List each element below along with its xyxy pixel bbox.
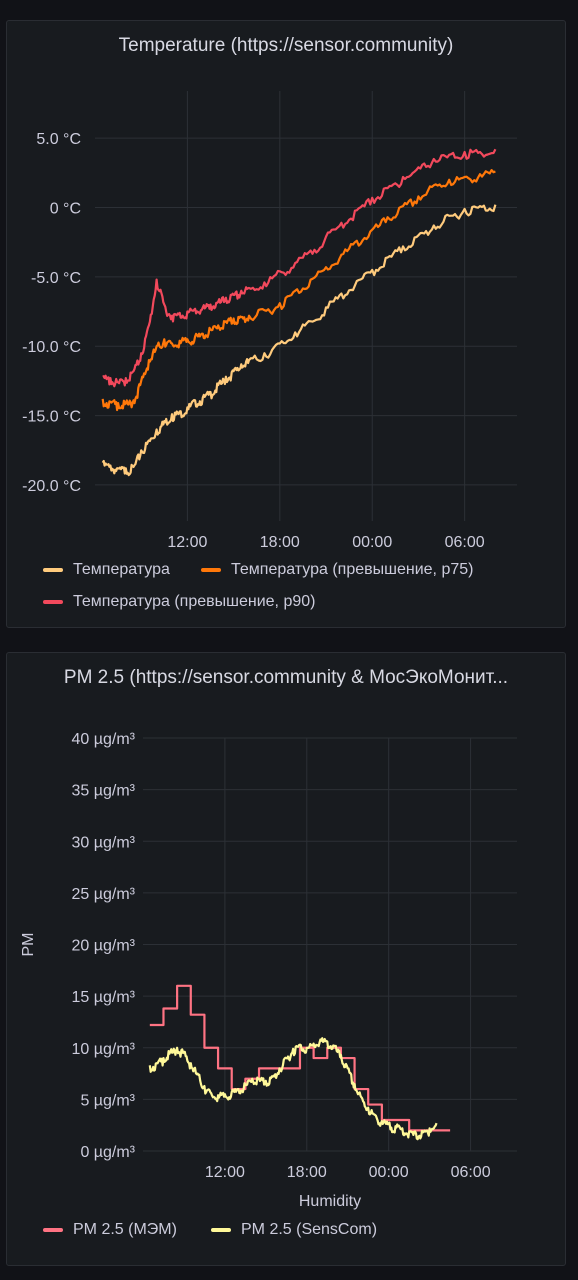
series-line[interactable]: [148, 1037, 438, 1141]
y-tick-label: -15.0 °C: [22, 409, 81, 426]
x-tick-label: 12:00: [205, 1164, 245, 1181]
legend-item-temperature-p90[interactable]: Температура (превышение, p90): [43, 593, 315, 611]
y-tick-label: -20.0 °C: [22, 478, 81, 495]
series-line[interactable]: [101, 169, 496, 412]
x-tick-label: 00:00: [369, 1164, 409, 1181]
temperature-chart: 5.0 °C 0 °C -5.0 °C -10.0 °C -15.0 °C -20.0 °…: [22, 91, 517, 551]
legend-label: Температура (превышение, p75): [231, 561, 474, 578]
y-tick-label: 10 µg/m³: [72, 1041, 136, 1058]
y-tick-label: 30 µg/m³: [72, 834, 136, 851]
legend-swatch: [43, 1228, 63, 1232]
series-line[interactable]: [102, 148, 497, 388]
x-tick-label: 18:00: [260, 534, 300, 551]
y-tick-label: 15 µg/m³: [72, 989, 136, 1006]
y-tick-label: -10.0 °C: [22, 339, 81, 356]
legend-swatch: [43, 568, 63, 572]
x-tick-label: 12:00: [167, 534, 207, 551]
y-tick-label: 5 µg/m³: [80, 1092, 135, 1109]
legend-label: PM 2.5 (SensCom): [241, 1221, 378, 1238]
legend-item-temperature-p75[interactable]: Температура (превышение, p75): [201, 561, 473, 579]
legend-item-pm25-mem[interactable]: PM 2.5 (МЭМ): [43, 1221, 177, 1239]
legend-swatch: [201, 568, 221, 572]
x-tick-label: 06:00: [451, 1164, 491, 1181]
y-tick-label: 20 µg/m³: [72, 938, 136, 955]
legend-swatch: [43, 600, 63, 604]
y-tick-label: 40 µg/m³: [72, 731, 136, 748]
x-tick-label: 00:00: [352, 534, 392, 551]
x-tick-label: 18:00: [287, 1164, 327, 1181]
grid: [143, 737, 517, 1152]
legend-swatch: [211, 1228, 231, 1232]
legend-label: Температура (превышение, p90): [73, 593, 316, 610]
y-tick-label: 0 °C: [50, 201, 81, 218]
y-axis-title: PM: [20, 933, 37, 957]
y-tick-label: -5.0 °C: [31, 270, 81, 287]
legend-label: Температура: [73, 561, 170, 578]
pm25-panel: PM 2.5 (https://sensor.community & МосЭк…: [6, 652, 566, 1266]
x-axis-title: Humidity: [299, 1193, 361, 1210]
pm25-chart: 40 µg/m³ 35 µg/m³ 30 µg/m³ 25 µg/m³ 20 µg/m³…: [20, 731, 517, 1210]
legend-label: PM 2.5 (МЭМ): [73, 1221, 177, 1238]
series-line[interactable]: [101, 204, 497, 477]
y-tick-label: 25 µg/m³: [72, 886, 136, 903]
x-tick-label: 06:00: [445, 534, 485, 551]
series-line[interactable]: [149, 984, 451, 1132]
temperature-panel: Temperature (https://sensor.community) 5…: [6, 20, 566, 628]
y-tick-label: 35 µg/m³: [72, 783, 136, 800]
y-tick-label: 0 µg/m³: [80, 1144, 135, 1161]
legend-item-temperature[interactable]: Температура: [43, 561, 170, 579]
legend-item-pm25-senscom[interactable]: PM 2.5 (SensCom): [211, 1221, 377, 1239]
y-tick-label: 5.0 °C: [36, 131, 81, 148]
